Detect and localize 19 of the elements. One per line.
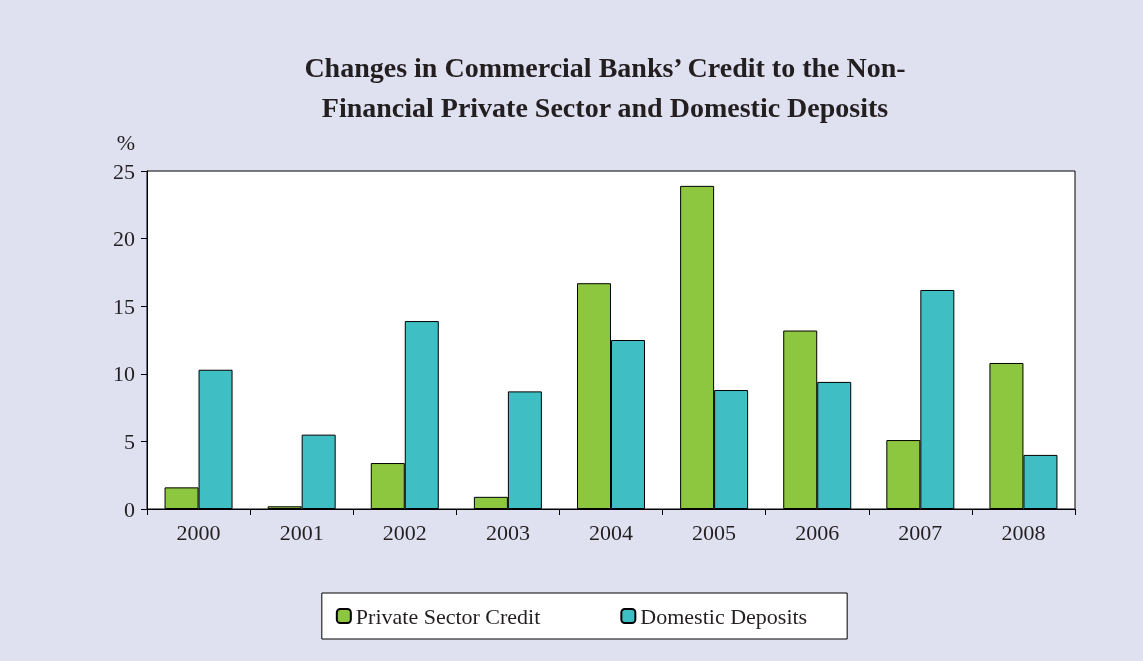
y-tick-label: 20 (113, 226, 135, 252)
legend-label: Domestic Deposits (640, 603, 808, 629)
y-tick-label: 0 (124, 496, 135, 522)
y-tick-label: 10 (113, 361, 135, 387)
x-tick-label: 2001 (279, 519, 324, 545)
y-tick-label: 15 (113, 293, 135, 319)
x-tick-label: 2006 (795, 519, 840, 545)
y-tick-label: 5 (124, 428, 135, 454)
chart-title: Changes in Commercial Banks’ Credit to the Non- Financial Private Sector and Domestic Deposits (304, 51, 906, 123)
x-tick-label: 2003 (485, 519, 530, 545)
x-tick-label: 2002 (382, 519, 427, 545)
x-tick-label: 2008 (1001, 519, 1046, 545)
x-tick-label: 2000 (176, 519, 221, 545)
y-tick-label: 25 (113, 158, 135, 184)
x-tick-label: 2004 (589, 519, 633, 545)
legend-label: Private Sector Credit (355, 603, 541, 629)
y-axis-title: % (116, 129, 135, 155)
x-tick-label: 2007 (898, 519, 943, 545)
x-tick-label: 2005 (692, 519, 737, 545)
